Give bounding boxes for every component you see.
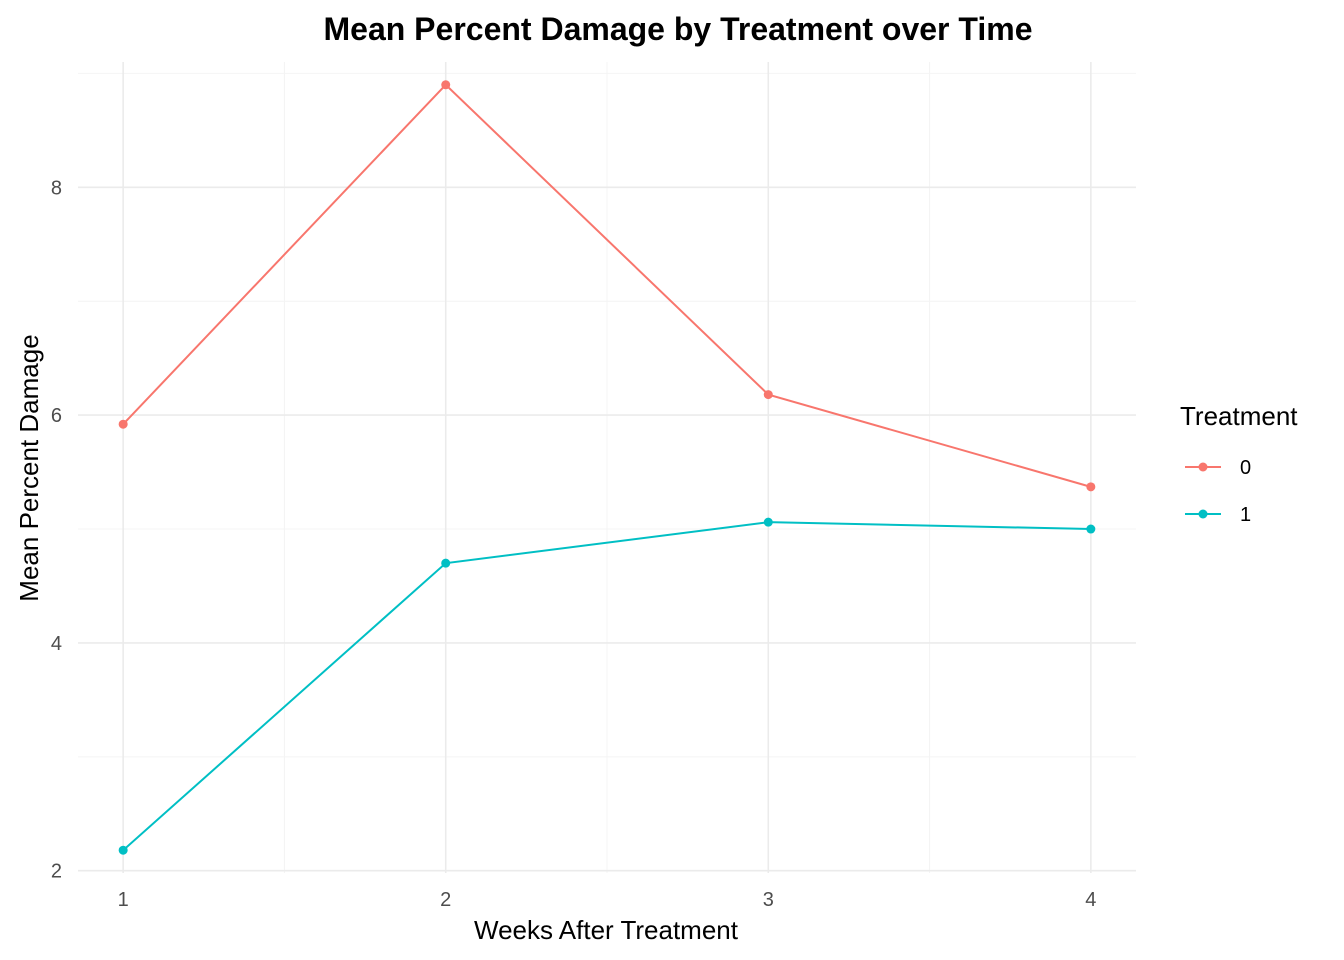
y-axis-ticks: 2 4 6 8 bbox=[51, 177, 62, 882]
data-point-1 bbox=[118, 845, 128, 855]
series-line-1 bbox=[122, 521, 1091, 851]
y-tick-label: 4 bbox=[51, 633, 62, 655]
data-point-0 bbox=[1086, 482, 1096, 492]
x-tick-label: 4 bbox=[1085, 889, 1096, 911]
legend-label: 0 bbox=[1240, 457, 1251, 479]
series-line-0 bbox=[122, 83, 1092, 488]
legend: Treatment 0 1 bbox=[1180, 401, 1298, 526]
data-point-1 bbox=[441, 558, 451, 568]
data-point-0 bbox=[118, 419, 128, 429]
legend-label: 1 bbox=[1240, 504, 1251, 526]
y-tick-label: 8 bbox=[51, 177, 62, 199]
grid bbox=[78, 62, 1136, 873]
data-point-0 bbox=[441, 80, 451, 90]
y-tick-label: 2 bbox=[51, 861, 62, 883]
legend-title: Treatment bbox=[1180, 401, 1298, 431]
series-layer bbox=[118, 80, 1096, 855]
data-point-1 bbox=[1086, 524, 1096, 534]
x-axis-title: Weeks After Treatment bbox=[474, 915, 739, 945]
legend-key-point bbox=[1198, 509, 1208, 519]
x-axis-ticks: 1 2 3 4 bbox=[118, 889, 1097, 911]
y-axis-title: Mean Percent Damage bbox=[14, 334, 44, 601]
data-point-0 bbox=[763, 390, 773, 400]
x-tick-label: 2 bbox=[440, 889, 451, 911]
y-tick-label: 6 bbox=[51, 405, 62, 427]
x-tick-label: 1 bbox=[118, 889, 129, 911]
legend-key-point bbox=[1198, 462, 1208, 472]
data-point-1 bbox=[763, 517, 773, 527]
chart-title: Mean Percent Damage by Treatment over Ti… bbox=[323, 11, 1032, 47]
x-tick-label: 3 bbox=[763, 889, 774, 911]
